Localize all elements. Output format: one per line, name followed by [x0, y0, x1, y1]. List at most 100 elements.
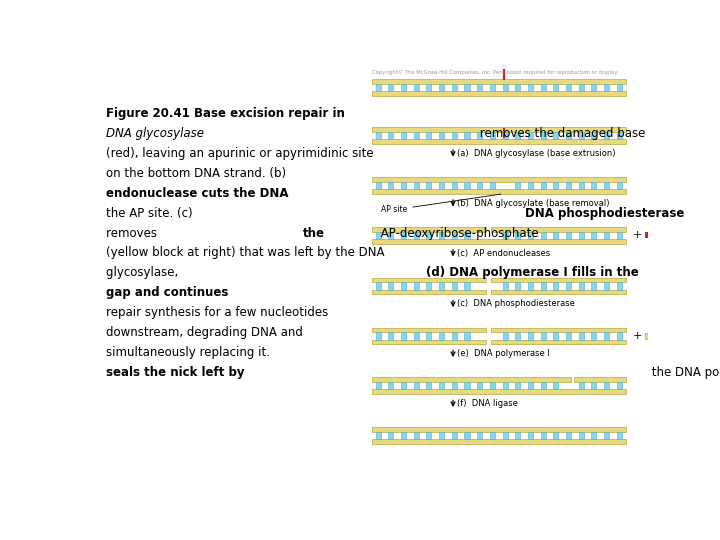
Bar — [528, 432, 533, 440]
Bar — [554, 182, 559, 189]
Bar — [503, 84, 508, 91]
Bar — [566, 84, 571, 91]
Bar — [617, 382, 622, 389]
Bar — [451, 232, 457, 239]
Text: seals the nick left by: seals the nick left by — [106, 366, 244, 379]
Bar — [477, 182, 482, 189]
Bar — [464, 382, 469, 389]
Bar — [439, 282, 444, 289]
Bar — [439, 332, 444, 340]
Bar — [591, 332, 596, 340]
Bar — [451, 282, 457, 289]
Bar — [591, 282, 596, 289]
Bar — [516, 382, 521, 389]
Bar — [554, 84, 559, 91]
Bar — [388, 84, 393, 91]
Bar — [591, 132, 596, 139]
Bar — [477, 84, 482, 91]
Bar — [439, 182, 444, 189]
Bar — [554, 382, 559, 389]
Bar — [541, 232, 546, 239]
Bar — [464, 182, 469, 189]
Bar — [541, 84, 546, 91]
Bar — [579, 382, 584, 389]
Bar — [516, 182, 521, 189]
Bar — [451, 132, 457, 139]
Bar — [541, 282, 546, 289]
Bar — [376, 182, 381, 189]
Bar — [591, 182, 596, 189]
Text: AP site: AP site — [381, 194, 501, 214]
Bar — [372, 239, 626, 244]
Bar — [426, 232, 431, 239]
Bar — [644, 232, 653, 239]
Bar — [372, 189, 626, 194]
Bar — [566, 182, 571, 189]
Bar — [376, 332, 381, 340]
Bar — [503, 332, 508, 340]
Bar — [426, 282, 431, 289]
Bar — [401, 332, 406, 340]
Bar — [388, 182, 393, 189]
Bar — [414, 332, 419, 340]
Text: removes the damaged base: removes the damaged base — [476, 127, 645, 140]
Bar — [451, 432, 457, 440]
Text: endonuclease cuts the DNA: endonuclease cuts the DNA — [106, 187, 288, 200]
Bar — [490, 84, 495, 91]
Text: (f)  DNA ligase: (f) DNA ligase — [457, 399, 518, 408]
Bar — [541, 182, 546, 189]
Text: AP-deoxyribose-phosphate: AP-deoxyribose-phosphate — [377, 226, 539, 240]
Text: Figure 20.41 Base excision repair in: Figure 20.41 Base excision repair in — [106, 107, 348, 120]
Bar — [516, 282, 521, 289]
Bar — [617, 332, 622, 340]
Bar — [554, 132, 559, 139]
Bar — [401, 282, 406, 289]
Bar — [579, 432, 584, 440]
Bar — [372, 389, 626, 394]
Bar — [617, 84, 622, 91]
Bar — [579, 232, 584, 239]
Text: removes: removes — [106, 226, 161, 240]
Bar — [579, 132, 584, 139]
Bar — [372, 289, 486, 294]
Bar — [376, 382, 381, 389]
Bar — [477, 132, 482, 139]
Text: (b)  DNA glycosylate (base removal): (b) DNA glycosylate (base removal) — [457, 199, 610, 208]
Bar — [388, 332, 393, 340]
Bar — [503, 382, 508, 389]
Bar — [516, 132, 521, 139]
Bar — [464, 232, 469, 239]
Bar — [617, 232, 622, 239]
Bar — [388, 432, 393, 440]
Bar — [491, 278, 626, 282]
Bar — [372, 427, 626, 432]
Bar — [401, 232, 406, 239]
Bar — [554, 282, 559, 289]
Bar — [528, 382, 533, 389]
Bar — [401, 432, 406, 440]
Bar — [604, 382, 609, 389]
Text: glycosylase,: glycosylase, — [106, 266, 181, 279]
Bar — [579, 84, 584, 91]
Bar — [574, 377, 626, 382]
Bar — [604, 332, 609, 340]
Bar — [490, 432, 495, 440]
Text: +: + — [632, 230, 642, 240]
Bar — [464, 282, 469, 289]
Bar — [372, 127, 626, 132]
Text: (c)  AP endonucleases: (c) AP endonucleases — [457, 248, 551, 258]
Bar — [464, 332, 469, 340]
Bar — [604, 232, 609, 239]
Text: (c)  DNA phosphodiesterase: (c) DNA phosphodiesterase — [457, 299, 575, 308]
Bar — [528, 84, 533, 91]
Bar — [503, 232, 508, 239]
Bar — [490, 382, 495, 389]
Bar — [491, 328, 626, 332]
Bar — [591, 84, 596, 91]
Bar — [439, 84, 444, 91]
Bar — [376, 282, 381, 289]
Bar — [541, 332, 546, 340]
Bar — [516, 84, 521, 91]
Bar — [414, 232, 419, 239]
Bar — [604, 282, 609, 289]
